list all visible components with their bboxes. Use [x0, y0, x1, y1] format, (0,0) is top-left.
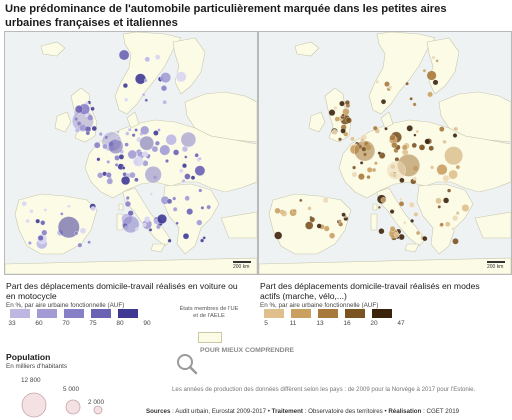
pop-value-small: 2 000: [88, 399, 104, 406]
scale-bar: 200 km: [233, 261, 251, 270]
legend-break-label: 75: [89, 320, 97, 327]
legend-break-label: 11: [289, 320, 297, 327]
legend-break-label: 70: [62, 320, 70, 327]
map-car-share: 200 km: [4, 31, 258, 275]
map-active-modes: 200 km: [258, 31, 512, 275]
legend-left-title: Part des déplacements domicile-travail r…: [6, 281, 238, 301]
eu-swatch: [198, 332, 222, 343]
legend-swatch: [10, 309, 30, 318]
legend-break-label: 5: [264, 320, 268, 327]
legend-break-label: 33: [8, 320, 16, 327]
figure-title: Une prédominance de l'automobile particu…: [5, 3, 447, 29]
population-subtitle: En milliers d'habitants: [6, 363, 68, 370]
land-shapes: [5, 32, 257, 274]
legend-swatch: [291, 309, 311, 318]
legend-left-subtitle: En %, par aire urbaine fonctionnelle (AU…: [6, 302, 125, 309]
pop-circle-large: [21, 392, 47, 418]
legend-swatch: [37, 309, 57, 318]
map-canvas-right: [259, 32, 511, 274]
population-title: Population: [6, 352, 51, 362]
help-text: Les années de production des données dif…: [172, 386, 476, 393]
pop-circle-medium: [65, 399, 81, 415]
map-canvas-left: [5, 32, 257, 274]
eu-note: États membres de l'UE et de l'AELE: [179, 306, 239, 319]
legend-break-label: 20: [370, 320, 378, 327]
scale-bar: 200 km: [487, 261, 505, 270]
legend-right-subtitle: En %, par aire urbaine fonctionnelle (AU…: [260, 302, 379, 309]
pop-circle-small: [93, 405, 103, 415]
magnifier-icon: [177, 354, 198, 375]
pop-value-large: 12 800: [21, 377, 41, 384]
legend-swatch: [64, 309, 84, 318]
sources-line: Sources : Audit urbain, Eurostat 2009-20…: [146, 408, 460, 415]
legend-break-label: 60: [35, 320, 43, 327]
city-bubbles: [21, 49, 211, 250]
population-circles: [21, 392, 103, 418]
legend-break-label: 90: [143, 320, 151, 327]
legend-swatch: [118, 309, 138, 318]
help-label: POUR MIEUX COMPRENDRE: [200, 347, 295, 354]
legend-swatch: [372, 309, 392, 318]
legend-swatch: [264, 309, 284, 318]
legend-break-label: 13: [316, 320, 324, 327]
legend-right-title: Part des déplacements domicile-travail r…: [260, 281, 480, 301]
land-shapes: [259, 32, 511, 274]
legend-break-label: 16: [343, 320, 351, 327]
city-bubbles: [274, 55, 470, 245]
legend-break-label: 47: [397, 320, 405, 327]
legend-swatch: [345, 309, 365, 318]
legend-swatch: [318, 309, 338, 318]
legend-break-label: 80: [116, 320, 124, 327]
pop-value-medium: 5 000: [63, 386, 79, 393]
legend-swatch: [91, 309, 111, 318]
